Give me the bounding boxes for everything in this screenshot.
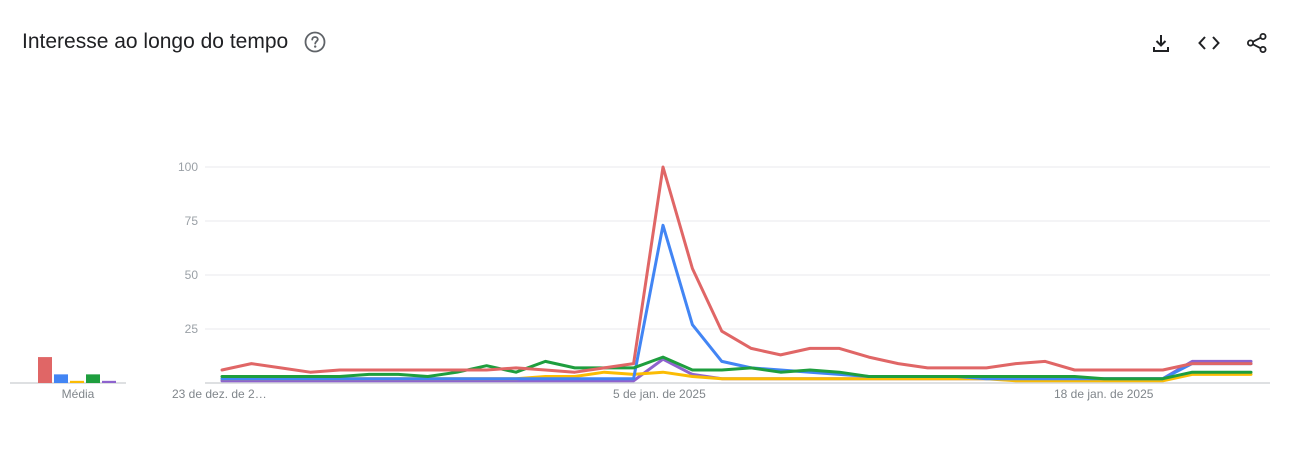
average-bar — [54, 374, 68, 383]
y-tick-label: 25 — [185, 322, 199, 336]
average-bar — [102, 380, 116, 383]
average-bar — [86, 374, 100, 383]
y-tick-label: 100 — [178, 160, 198, 174]
chart-title-row: Interesse ao longo do tempo — [22, 30, 326, 54]
chart-title: Interesse ao longo do tempo — [22, 30, 289, 53]
series-line — [220, 165, 1253, 374]
x-tick-label: 18 de jan. de 2025 — [1054, 387, 1154, 401]
help-circle-icon[interactable] — [304, 31, 326, 53]
average-bar — [70, 380, 84, 383]
series-line — [220, 223, 1253, 381]
y-tick-label: 75 — [185, 214, 199, 228]
y-tick-label: 50 — [185, 268, 199, 282]
average-label: Média — [62, 387, 95, 401]
series-line — [220, 355, 1253, 381]
share-icon[interactable] — [1244, 30, 1270, 56]
x-tick-label: 5 de jan. de 2025 — [613, 387, 706, 401]
chart-toolbar — [1148, 30, 1270, 56]
download-icon[interactable] — [1148, 30, 1174, 56]
embed-code-icon[interactable] — [1196, 30, 1222, 56]
x-tick-label: 23 de dez. de 2… — [172, 387, 267, 401]
average-bar — [38, 357, 52, 383]
